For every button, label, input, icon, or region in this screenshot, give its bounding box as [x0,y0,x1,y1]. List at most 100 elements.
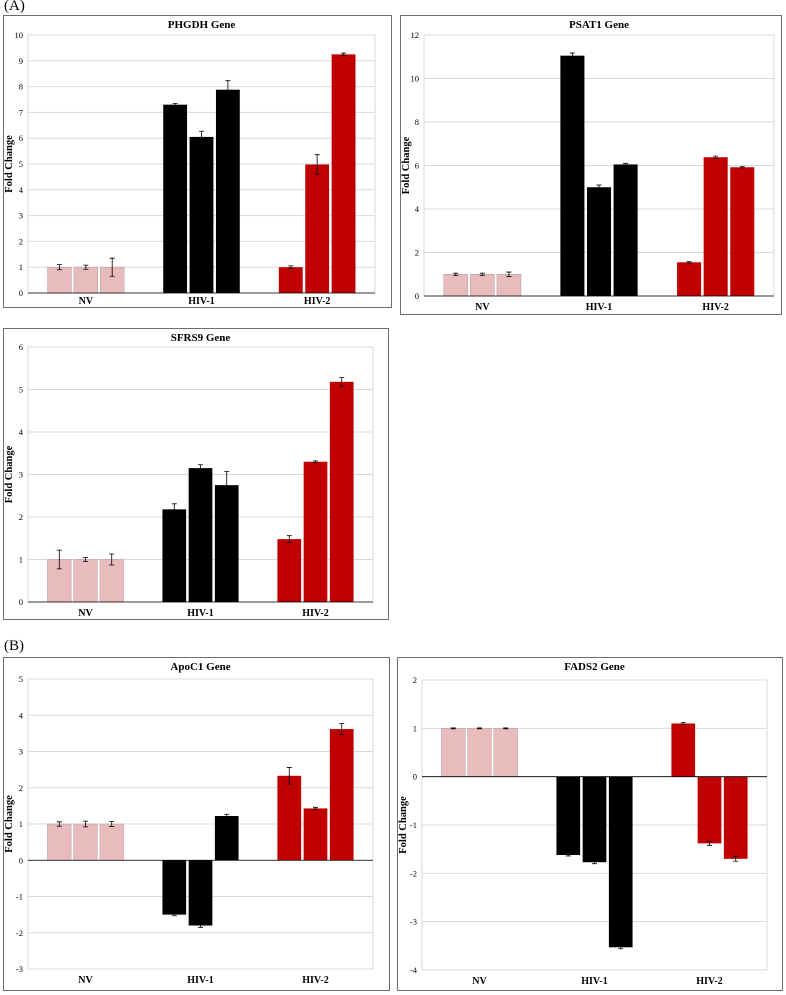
error-bar-hiv-2-3 [341,52,347,57]
error-bar-hiv-1-2 [198,923,203,928]
y-tick-label: 1 [19,819,23,829]
bar-hiv-2-2 [303,461,328,602]
error-bar-hiv-2-1 [286,767,292,785]
error-bar-hiv-2-3 [339,723,345,735]
category-label-nv: NV [79,296,94,307]
bar-hiv-1-1 [162,860,187,915]
error-bar-hiv-2-3 [733,856,739,862]
y-tick-label: 2 [19,236,23,246]
y-tick-label: -1 [16,892,23,902]
y-axis-label: Fold Change [401,136,412,194]
y-tick-label: 1 [19,555,23,565]
bar-hiv-2-1 [277,539,302,602]
bar-nv-3 [493,728,518,777]
y-tick-label: 2 [19,512,23,522]
y-tick-label: 4 [19,185,24,195]
bar-nv-1 [443,274,468,297]
bar-nv-2 [467,728,492,777]
error-bar-hiv-2-3 [339,377,345,387]
y-tick-label: 1 [19,262,23,272]
error-bar-nv-3 [109,821,115,827]
bar-hiv-2-1 [671,723,696,777]
category-label-hiv-1: HIV-1 [586,302,612,313]
y-tick-label: 7 [19,107,23,117]
y-tick-label: 2 [415,248,419,258]
bar-nv-2 [470,274,495,297]
bar-nv-3 [496,274,522,297]
y-tick-label: 6 [19,342,23,352]
category-label-hiv-1: HIV-1 [581,976,607,987]
error-bar-hiv-1-3 [225,80,231,100]
y-tick-label: 2 [413,675,417,685]
error-bar-hiv-1-1 [172,102,178,107]
section-label-a: (A) [4,0,25,14]
y-tick-label: 10 [411,74,420,84]
y-tick-label: 3 [19,747,23,757]
y-tick-label: 6 [415,161,419,171]
sfrs9-chart: SFRS9 Gene 0 1 2 3 4 5 6 Fold Change NV HIV-1 HIV-2 [3,328,389,620]
bar-nv-1 [47,823,72,861]
error-bar-hiv-2-2 [313,806,318,810]
category-label-hiv-2: HIV-2 [304,296,330,307]
error-bar-nv-3 [503,727,509,730]
error-bar-hiv-2-1 [286,535,292,543]
bar-hiv-2-2 [697,776,722,844]
y-tick-label: 1 [413,723,417,733]
section-label-b: (B) [4,638,24,654]
bar-hiv-1-3 [214,816,239,861]
error-bar-hiv-1-2 [198,464,203,472]
bar-nv-2 [73,559,98,603]
bar-hiv-1-2 [189,136,214,293]
category-label-nv: NV [78,975,93,986]
category-label-nv: NV [472,976,487,987]
y-tick-label: 0 [413,772,417,782]
y-axis-label: Fold Change [4,445,15,503]
bar-hiv-1-3 [613,164,638,296]
bar-nv-3 [99,559,124,603]
error-bar-hiv-2-1 [686,261,692,264]
y-tick-label: 0 [19,288,23,298]
bar-hiv-2-3 [723,776,748,859]
chart-title: ApoC1 Gene [170,661,230,673]
y-tick-label: 4 [19,710,24,720]
category-label-hiv-1: HIV-1 [187,975,213,986]
error-bar-nv-1 [56,549,62,570]
y-tick-label: -2 [16,928,23,938]
error-bar-hiv-1-3 [224,813,230,819]
psat1-chart: PSAT1 Gene 0 2 4 6 8 10 12 Fold Change NV HIV-1 HIV… [400,15,782,315]
y-tick-label: -3 [16,964,23,974]
y-axis-label: Fold Change [398,796,409,854]
bar-nv-2 [73,266,98,294]
y-tick-label: 5 [19,159,23,169]
chart-title: PSAT1 Gene [569,19,629,31]
bar-hiv-1-1 [560,55,585,296]
bar-hiv-1-3 [214,485,239,602]
bar-nv-2 [73,823,98,861]
y-tick-label: 4 [415,204,420,214]
error-bar-nv-1 [56,264,62,271]
chart-title: FADS2 Gene [564,661,625,673]
bar-hiv-1-1 [556,776,581,855]
error-bar-hiv-1-1 [569,52,575,59]
bar-hiv-1-1 [163,104,188,293]
y-tick-label: -4 [410,965,418,975]
error-bar-nv-2 [479,272,485,276]
error-bar-nv-2 [83,556,88,563]
error-bar-nv-1 [453,272,459,276]
y-tick-label: 0 [19,597,23,607]
y-tick-label: -3 [410,917,417,927]
phgdh-chart: PHGDH Gene 0 1 2 3 4 5 6 7 8 9 10 Fold Change NV HIV-1… [3,15,392,308]
error-bar-nv-2 [83,820,88,828]
bar-hiv-2-1 [278,267,303,293]
bar-hiv-2-1 [677,262,702,296]
category-label-hiv-2: HIV-2 [702,302,728,313]
bar-hiv-1-2 [586,187,612,296]
error-bar-hiv-1-1 [171,503,177,516]
bar-hiv-1-2 [188,468,213,602]
error-bar-nv-3 [506,271,512,277]
y-tick-label: 3 [19,211,23,221]
y-tick-label: -1 [410,820,417,830]
y-tick-label: 0 [415,291,419,301]
error-bar-hiv-2-1 [680,722,686,725]
error-bar-hiv-1-2 [596,184,602,190]
